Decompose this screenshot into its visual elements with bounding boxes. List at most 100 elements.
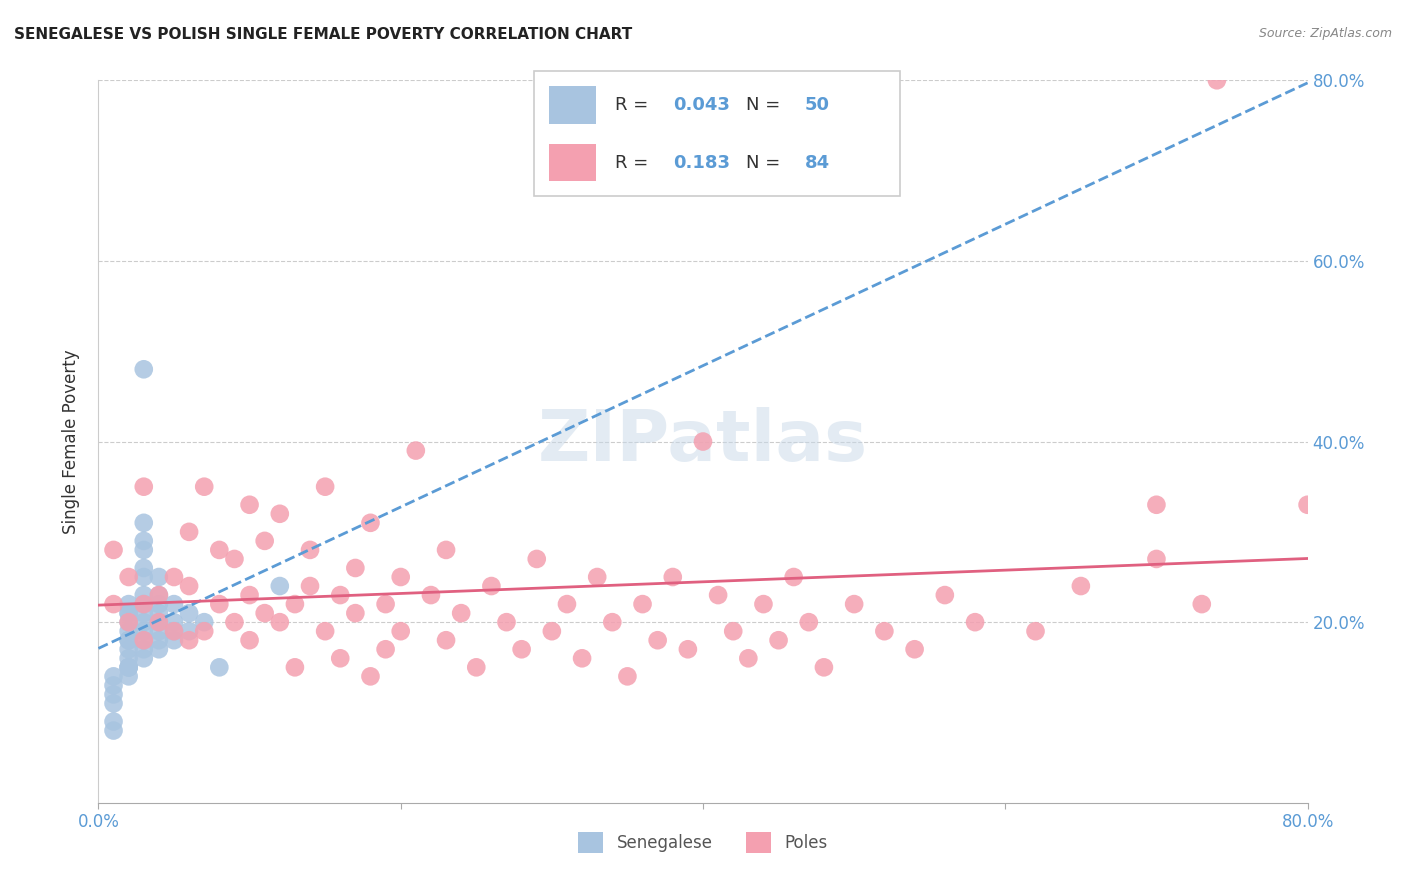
Point xyxy=(193,615,215,630)
Point xyxy=(269,507,291,521)
Text: R =: R = xyxy=(614,96,654,114)
Point xyxy=(193,624,215,639)
Point xyxy=(118,615,141,630)
Point xyxy=(148,606,170,620)
Point xyxy=(163,633,186,648)
Point xyxy=(132,651,155,665)
Point xyxy=(374,597,396,611)
Point xyxy=(148,642,170,657)
Point xyxy=(752,597,775,611)
Text: 84: 84 xyxy=(804,153,830,171)
Bar xyxy=(548,144,596,181)
Point xyxy=(269,615,291,630)
Point xyxy=(118,597,141,611)
Point xyxy=(132,480,155,494)
Legend: Senegalese, Poles: Senegalese, Poles xyxy=(572,826,834,860)
Point xyxy=(208,660,231,674)
Point xyxy=(1024,624,1046,639)
Point xyxy=(132,624,155,639)
Point xyxy=(103,669,125,683)
Point xyxy=(118,660,141,674)
Point xyxy=(844,597,866,611)
Point xyxy=(692,434,714,449)
Point xyxy=(934,588,956,602)
Point xyxy=(723,624,745,639)
Point xyxy=(163,597,186,611)
Point xyxy=(132,516,155,530)
Text: 0.183: 0.183 xyxy=(673,153,730,171)
Point xyxy=(450,606,472,620)
Point xyxy=(965,615,987,630)
Point xyxy=(132,570,155,584)
Point xyxy=(314,624,336,639)
Point xyxy=(420,588,443,602)
Point xyxy=(299,579,322,593)
Point xyxy=(148,597,170,611)
Point xyxy=(239,498,262,512)
Point xyxy=(118,606,141,620)
Point xyxy=(344,606,367,620)
Point xyxy=(344,561,367,575)
Point xyxy=(1144,552,1167,566)
Point xyxy=(586,570,609,584)
Point xyxy=(148,615,170,630)
Point xyxy=(118,624,141,639)
Point xyxy=(1206,73,1229,87)
Point xyxy=(510,642,533,657)
Point xyxy=(239,588,262,602)
Point xyxy=(360,516,382,530)
Point xyxy=(405,443,427,458)
Point xyxy=(526,552,548,566)
Point xyxy=(179,624,201,639)
Point xyxy=(329,588,352,602)
Point xyxy=(132,588,155,602)
Point xyxy=(1191,597,1213,611)
Point xyxy=(389,570,412,584)
Point xyxy=(132,606,155,620)
Point xyxy=(118,651,141,665)
Point xyxy=(148,588,170,602)
Point xyxy=(118,615,141,630)
Point xyxy=(132,533,155,548)
Point xyxy=(1296,498,1319,512)
Point xyxy=(602,615,624,630)
Point xyxy=(555,597,578,611)
Point xyxy=(904,642,927,657)
Point xyxy=(179,606,201,620)
Point xyxy=(299,542,322,557)
Point xyxy=(1144,498,1167,512)
Point xyxy=(465,660,488,674)
Point xyxy=(103,542,125,557)
Point xyxy=(148,570,170,584)
Point xyxy=(797,615,820,630)
Point xyxy=(284,597,307,611)
Point xyxy=(163,624,186,639)
Point xyxy=(132,633,155,648)
Point xyxy=(132,542,155,557)
Point xyxy=(103,678,125,692)
Point xyxy=(118,633,141,648)
Point xyxy=(118,606,141,620)
Point xyxy=(118,660,141,674)
Point xyxy=(481,579,503,593)
Point xyxy=(132,597,155,611)
Point xyxy=(118,669,141,683)
Point xyxy=(132,561,155,575)
Point xyxy=(179,524,201,539)
Point xyxy=(374,642,396,657)
FancyBboxPatch shape xyxy=(534,71,900,196)
Point xyxy=(284,660,307,674)
Point xyxy=(661,570,683,584)
Point xyxy=(103,714,125,729)
Text: 0.043: 0.043 xyxy=(673,96,730,114)
Text: Source: ZipAtlas.com: Source: ZipAtlas.com xyxy=(1258,27,1392,40)
Point xyxy=(314,480,336,494)
Point xyxy=(224,615,246,630)
Point xyxy=(148,633,170,648)
Point xyxy=(737,651,759,665)
Point xyxy=(132,615,155,630)
Point xyxy=(253,606,276,620)
Point xyxy=(179,633,201,648)
Point xyxy=(768,633,790,648)
Point xyxy=(148,624,170,639)
